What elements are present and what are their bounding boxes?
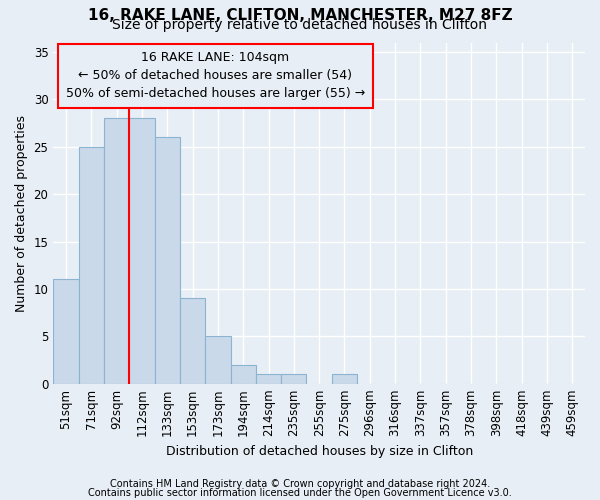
Bar [53, 280, 79, 384]
Bar [129, 118, 155, 384]
Bar [180, 298, 205, 384]
Bar [79, 146, 104, 384]
Text: Contains HM Land Registry data © Crown copyright and database right 2024.: Contains HM Land Registry data © Crown c… [110, 479, 490, 489]
Bar [230, 364, 256, 384]
Text: Size of property relative to detached houses in Clifton: Size of property relative to detached ho… [113, 18, 487, 32]
Bar [155, 138, 180, 384]
X-axis label: Distribution of detached houses by size in Clifton: Distribution of detached houses by size … [166, 444, 473, 458]
Bar [104, 118, 129, 384]
Text: 16, RAKE LANE, CLIFTON, MANCHESTER, M27 8FZ: 16, RAKE LANE, CLIFTON, MANCHESTER, M27 … [88, 8, 512, 22]
Bar [332, 374, 357, 384]
Bar [205, 336, 230, 384]
Text: 16 RAKE LANE: 104sqm
← 50% of detached houses are smaller (54)
50% of semi-detac: 16 RAKE LANE: 104sqm ← 50% of detached h… [66, 51, 365, 100]
Bar [256, 374, 281, 384]
Text: Contains public sector information licensed under the Open Government Licence v3: Contains public sector information licen… [88, 488, 512, 498]
Y-axis label: Number of detached properties: Number of detached properties [15, 114, 28, 312]
Bar [281, 374, 307, 384]
